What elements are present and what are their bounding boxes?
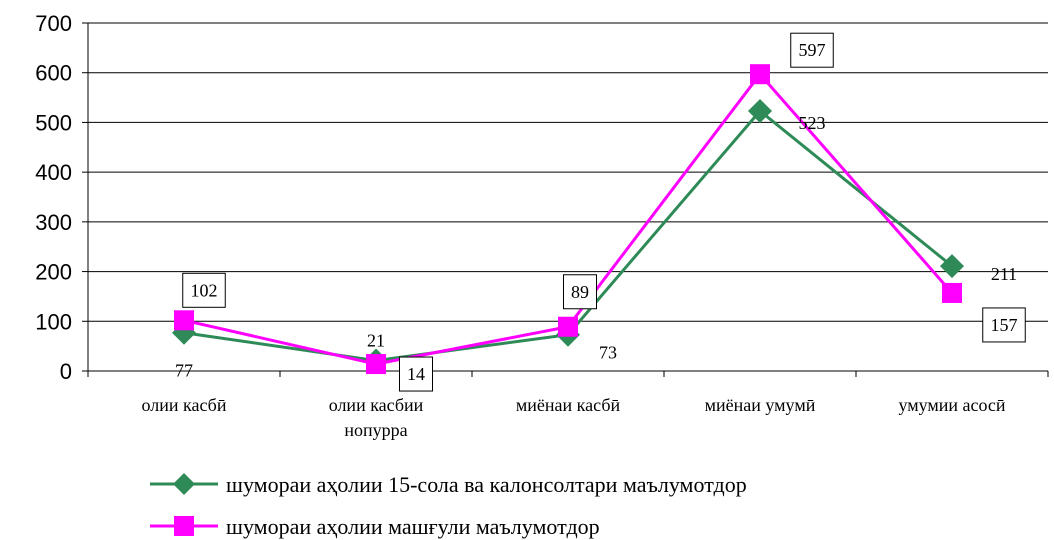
axes bbox=[82, 22, 1049, 377]
x-tick-label: олии касбии нопурра bbox=[329, 395, 424, 440]
y-tick-label: 0 bbox=[60, 359, 72, 384]
data-label: 597 bbox=[799, 40, 826, 60]
x-tick-label-line: нопурра bbox=[344, 420, 407, 440]
x-tick-label: миёнаи умумӣ bbox=[705, 395, 816, 415]
legend-label: шумораи аҳолии машғули маълумотдор bbox=[226, 514, 600, 539]
data-point-square bbox=[750, 64, 770, 85]
data-label-box bbox=[982, 307, 1026, 343]
data-label: 73 bbox=[599, 343, 617, 363]
data-label: 89 bbox=[571, 282, 589, 302]
legend-marker-diamond bbox=[173, 473, 195, 495]
data-point-square bbox=[558, 316, 578, 337]
y-tick-label: 500 bbox=[35, 110, 72, 135]
y-tick-label: 400 bbox=[35, 160, 72, 185]
x-tick-label-line: олии касбӣ bbox=[142, 395, 227, 415]
legend: шумораи аҳолии 15-сола ва калонсолтари м… bbox=[150, 472, 747, 539]
y-tick-label: 700 bbox=[35, 11, 72, 36]
data-label: 14 bbox=[407, 364, 425, 384]
data-label: 21 bbox=[367, 331, 385, 351]
x-tick-label: умумии асосӣ bbox=[898, 395, 1005, 415]
y-tick-labels: 0 100 200 300 400 500 600 700 bbox=[35, 11, 72, 384]
y-tick-label: 100 bbox=[35, 309, 72, 334]
data-label: 211 bbox=[991, 264, 1017, 284]
data-label: 157 bbox=[991, 315, 1018, 335]
x-tick-labels: олии касбӣ олии касбии нопурра миёнаи касбӣ… bbox=[142, 395, 1006, 440]
data-label: 77 bbox=[175, 361, 193, 381]
data-label-box bbox=[182, 272, 226, 308]
y-tick-label: 200 bbox=[35, 260, 72, 285]
data-point-diamond bbox=[748, 98, 772, 123]
data-label-box bbox=[563, 274, 597, 310]
y-tick-label: 300 bbox=[35, 210, 72, 235]
data-point-square bbox=[174, 310, 194, 331]
data-label-box bbox=[790, 32, 834, 68]
x-tick-label: олии касбӣ bbox=[142, 395, 227, 415]
data-point-square bbox=[366, 354, 386, 375]
x-tick-label-line: миёнаи умумӣ bbox=[705, 395, 816, 415]
x-tick-label-line: умумии асосӣ bbox=[898, 395, 1005, 415]
x-tick-label-line: олии касбии bbox=[329, 395, 424, 415]
data-point-square bbox=[942, 282, 962, 303]
legend-label: шумораи аҳолии 15-сола ва калонсолтари м… bbox=[226, 472, 747, 497]
x-tick-label-line: миёнаи касбӣ bbox=[516, 395, 621, 415]
data-label: 523 bbox=[799, 113, 826, 133]
data-labels: 77 21 73 523 211 102 14 89 597 157 bbox=[175, 32, 1026, 392]
data-label: 102 bbox=[191, 280, 218, 300]
data-label-box bbox=[399, 356, 433, 392]
data-point-diamond bbox=[940, 254, 964, 279]
series bbox=[172, 64, 964, 375]
legend-marker-square bbox=[174, 516, 194, 536]
y-tick-label: 600 bbox=[35, 61, 72, 86]
x-tick-label: миёнаи касбӣ bbox=[516, 395, 621, 415]
gridlines bbox=[88, 22, 1048, 322]
